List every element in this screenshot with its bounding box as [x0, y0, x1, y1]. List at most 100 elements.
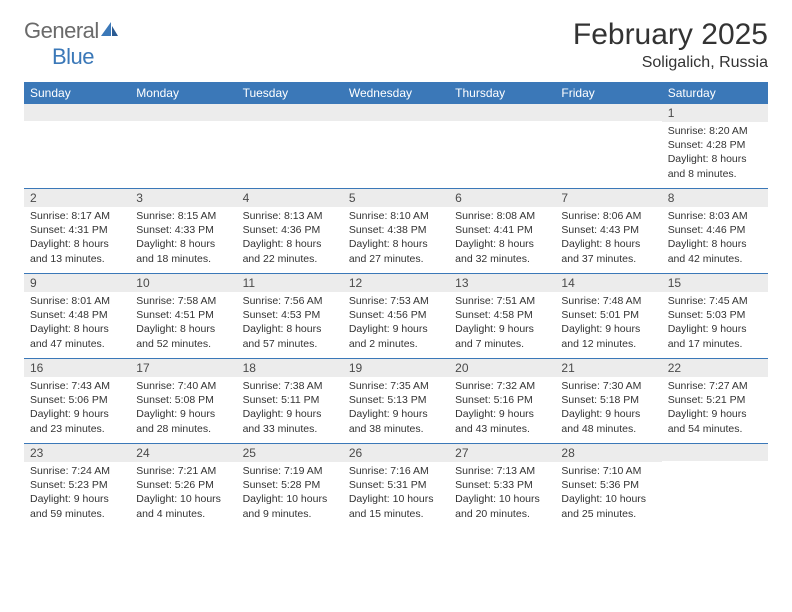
day-number: 26 [343, 444, 449, 462]
sunset-text: Sunset: 5:08 PM [136, 393, 230, 407]
day-number: 28 [555, 444, 661, 462]
sail-icon [99, 20, 119, 43]
day-number: 15 [662, 274, 768, 292]
day-number: 22 [662, 359, 768, 377]
day-content: Sunrise: 7:35 AMSunset: 5:13 PMDaylight:… [343, 377, 449, 440]
daylight-text: Daylight: 10 hours and 25 minutes. [561, 492, 655, 520]
day-number: 10 [130, 274, 236, 292]
sunset-text: Sunset: 4:43 PM [561, 223, 655, 237]
daylight-text: Daylight: 9 hours and 2 minutes. [349, 322, 443, 350]
day-cell: 14Sunrise: 7:48 AMSunset: 5:01 PMDayligh… [555, 274, 661, 358]
day-cell: 9Sunrise: 8:01 AMSunset: 4:48 PMDaylight… [24, 274, 130, 358]
sunset-text: Sunset: 5:28 PM [243, 478, 337, 492]
day-header: Thursday [449, 82, 555, 104]
day-content: Sunrise: 8:03 AMSunset: 4:46 PMDaylight:… [662, 207, 768, 270]
day-cell: 21Sunrise: 7:30 AMSunset: 5:18 PMDayligh… [555, 359, 661, 443]
day-number: 12 [343, 274, 449, 292]
day-cell [130, 104, 236, 188]
day-content: Sunrise: 7:58 AMSunset: 4:51 PMDaylight:… [130, 292, 236, 355]
day-cell: 15Sunrise: 7:45 AMSunset: 5:03 PMDayligh… [662, 274, 768, 358]
day-cell [555, 104, 661, 188]
day-cell: 20Sunrise: 7:32 AMSunset: 5:16 PMDayligh… [449, 359, 555, 443]
day-content: Sunrise: 7:10 AMSunset: 5:36 PMDaylight:… [555, 462, 661, 525]
day-number: 2 [24, 189, 130, 207]
day-content: Sunrise: 8:15 AMSunset: 4:33 PMDaylight:… [130, 207, 236, 270]
sunrise-text: Sunrise: 7:43 AM [30, 379, 124, 393]
day-number: 13 [449, 274, 555, 292]
daylight-text: Daylight: 10 hours and 15 minutes. [349, 492, 443, 520]
daylight-text: Daylight: 8 hours and 32 minutes. [455, 237, 549, 265]
week-row: 23Sunrise: 7:24 AMSunset: 5:23 PMDayligh… [24, 443, 768, 528]
daylight-text: Daylight: 8 hours and 27 minutes. [349, 237, 443, 265]
logo-text-block: General Blue [24, 18, 119, 70]
day-number: 11 [237, 274, 343, 292]
sunrise-text: Sunrise: 7:24 AM [30, 464, 124, 478]
sunrise-text: Sunrise: 7:13 AM [455, 464, 549, 478]
sunrise-text: Sunrise: 7:51 AM [455, 294, 549, 308]
day-number: 4 [237, 189, 343, 207]
day-number: 27 [449, 444, 555, 462]
sunset-text: Sunset: 5:33 PM [455, 478, 549, 492]
day-number: 14 [555, 274, 661, 292]
day-cell: 8Sunrise: 8:03 AMSunset: 4:46 PMDaylight… [662, 189, 768, 273]
day-number: 19 [343, 359, 449, 377]
day-content: Sunrise: 7:32 AMSunset: 5:16 PMDaylight:… [449, 377, 555, 440]
sunrise-text: Sunrise: 7:38 AM [243, 379, 337, 393]
day-cell: 11Sunrise: 7:56 AMSunset: 4:53 PMDayligh… [237, 274, 343, 358]
sunset-text: Sunset: 4:58 PM [455, 308, 549, 322]
day-cell: 5Sunrise: 8:10 AMSunset: 4:38 PMDaylight… [343, 189, 449, 273]
daylight-text: Daylight: 8 hours and 47 minutes. [30, 322, 124, 350]
day-number: 9 [24, 274, 130, 292]
week-row: 1Sunrise: 8:20 AMSunset: 4:28 PMDaylight… [24, 104, 768, 188]
sunrise-text: Sunrise: 7:10 AM [561, 464, 655, 478]
sunset-text: Sunset: 5:16 PM [455, 393, 549, 407]
day-content: Sunrise: 7:53 AMSunset: 4:56 PMDaylight:… [343, 292, 449, 355]
day-cell: 7Sunrise: 8:06 AMSunset: 4:43 PMDaylight… [555, 189, 661, 273]
day-cell [24, 104, 130, 188]
daylight-text: Daylight: 10 hours and 4 minutes. [136, 492, 230, 520]
calendar-grid: SundayMondayTuesdayWednesdayThursdayFrid… [24, 82, 768, 528]
week-row: 2 Sunrise: 8:17 AMSunset: 4:31 PM Daylight… [24, 188, 768, 273]
sunrise-text: Sunrise: 7:27 AM [668, 379, 762, 393]
brand-name-1: General [24, 18, 99, 43]
day-number-empty [449, 104, 555, 121]
day-number-empty [237, 104, 343, 121]
daylight-text: Daylight: 9 hours and 7 minutes. [455, 322, 549, 350]
day-content: Sunrise: 7:19 AMSunset: 5:28 PMDaylight:… [237, 462, 343, 525]
day-header: Monday [130, 82, 236, 104]
day-cell: 12Sunrise: 7:53 AMSunset: 4:56 PMDayligh… [343, 274, 449, 358]
day-cell: 26Sunrise: 7:16 AMSunset: 5:31 PMDayligh… [343, 444, 449, 528]
day-number-empty [555, 104, 661, 121]
sunrise-text: Sunrise: 8:08 AM [455, 209, 549, 223]
daylight-text: Daylight: 9 hours and 59 minutes. [30, 492, 124, 520]
day-number: 16 [24, 359, 130, 377]
day-content: Sunrise: 7:40 AMSunset: 5:08 PMDaylight:… [130, 377, 236, 440]
day-number-empty [343, 104, 449, 121]
daylight-text: Daylight: 10 hours and 20 minutes. [455, 492, 549, 520]
daylight-text: Daylight: 9 hours and 48 minutes. [561, 407, 655, 435]
day-content: Sunrise: 7:24 AMSunset: 5:23 PMDaylight:… [24, 462, 130, 525]
sunset-text: Sunset: 5:11 PM [243, 393, 337, 407]
location: Soligalich, Russia [573, 54, 768, 72]
day-number: 21 [555, 359, 661, 377]
sunset-text: Sunset: 5:13 PM [349, 393, 443, 407]
sunrise-text: Sunrise: 7:56 AM [243, 294, 337, 308]
sunrise-text: Sunrise: 8:17 AM [30, 209, 124, 223]
day-number: 24 [130, 444, 236, 462]
day-cell: 4Sunrise: 8:13 AMSunset: 4:36 PMDaylight… [237, 189, 343, 273]
daylight-text: Daylight: 8 hours and 42 minutes. [668, 237, 762, 265]
day-content: Sunrise: 8:13 AMSunset: 4:36 PMDaylight:… [237, 207, 343, 270]
sunset-text: Sunset: 4:28 PM [668, 138, 762, 152]
day-content: Sunrise: 7:16 AMSunset: 5:31 PMDaylight:… [343, 462, 449, 525]
sunset-text: Sunset: 5:23 PM [30, 478, 124, 492]
daylight-text: Daylight: 10 hours and 9 minutes. [243, 492, 337, 520]
day-header: Saturday [662, 82, 768, 104]
sunrise-text: Sunrise: 7:58 AM [136, 294, 230, 308]
day-content: Sunrise: 8:20 AMSunset: 4:28 PMDaylight:… [662, 122, 768, 185]
day-number: 8 [662, 189, 768, 207]
sunset-text: Sunset: 4:31 PM [30, 223, 124, 237]
sunset-text: Sunset: 5:26 PM [136, 478, 230, 492]
sunrise-text: Sunrise: 8:03 AM [668, 209, 762, 223]
daylight-text: Daylight: 9 hours and 28 minutes. [136, 407, 230, 435]
day-content: Sunrise: 7:27 AMSunset: 5:21 PMDaylight:… [662, 377, 768, 440]
